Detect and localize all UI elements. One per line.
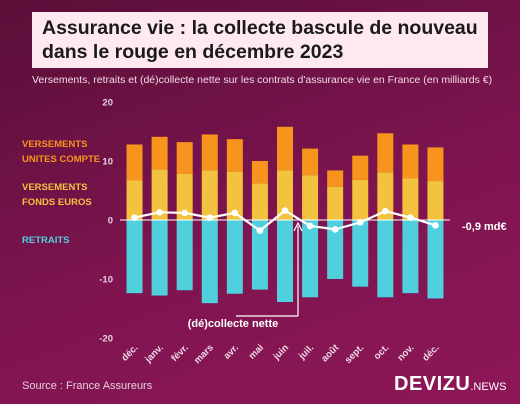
bar-fonds-euros <box>377 172 394 220</box>
x-tick-label: avr. <box>222 342 241 361</box>
bar-unites-compte <box>327 170 344 187</box>
bar-retraits <box>327 220 344 279</box>
net-point <box>181 209 188 217</box>
bar-unites-compte <box>377 133 394 173</box>
bar-unites-compte <box>151 136 168 170</box>
bar-fonds-euros <box>302 175 319 220</box>
bar-fonds-euros <box>226 171 243 220</box>
net-annotation-label: (dé)collecte nette <box>188 318 278 330</box>
x-tick-label: juin <box>271 342 292 363</box>
x-axis-labels: déc. janv. févr. mars avr. mai juin juil. août se… <box>119 342 441 366</box>
bar-unites-compte <box>352 155 369 180</box>
bar-fonds-euros <box>402 178 419 220</box>
bar-retraits <box>251 220 268 290</box>
net-point <box>382 207 389 215</box>
bar-unites-compte <box>302 148 319 176</box>
net-point <box>432 222 439 229</box>
bar-retraits <box>402 220 419 294</box>
x-tick-label: mars <box>192 342 216 366</box>
bar-unites-compte <box>251 161 268 184</box>
bar-unites-compte <box>201 134 218 171</box>
net-point <box>356 219 364 226</box>
net-point <box>281 207 289 214</box>
chart-title-line-1: Assurance vie : la collecte bascule de n… <box>42 17 478 39</box>
legend-fonds-euros: VERSEMENTS FONDS EUROS <box>22 180 92 210</box>
bar-unites-compte <box>402 144 419 179</box>
x-tick-label: oct. <box>372 342 392 362</box>
legend-unites-compte-line-1: VERSEMENTS <box>22 139 88 150</box>
net-point <box>306 222 314 230</box>
y-axis: -20 -10 0 10 20 <box>99 98 113 345</box>
bar-retraits <box>277 220 293 303</box>
bar-retraits <box>151 220 168 296</box>
bar-retraits <box>226 220 243 294</box>
x-tick-label: juil. <box>296 342 316 362</box>
y-tick-label: -10 <box>99 275 113 286</box>
x-tick-label: sept. <box>343 342 366 365</box>
bar-unites-compte <box>176 142 193 174</box>
legend-fonds-euros-line-1: VERSEMENTS <box>22 182 88 193</box>
net-point <box>256 227 264 234</box>
legend-fonds-euros-line-2: FONDS EUROS <box>22 197 92 208</box>
net-point <box>131 214 138 221</box>
final-net-value-label: -0,9 md€ <box>462 221 507 233</box>
chart-subtitle: Versements, retraits et (dé)collecte net… <box>32 74 493 86</box>
x-tick-label: mai <box>247 342 266 361</box>
bar-fonds-euros <box>251 183 268 220</box>
bar-unites-compte <box>277 126 293 171</box>
bar-fonds-euros <box>176 173 193 220</box>
net-point <box>331 226 339 233</box>
net-point <box>206 214 214 221</box>
bar-retraits <box>176 220 193 291</box>
bar-unites-compte <box>427 147 444 182</box>
bar-retraits <box>302 220 319 298</box>
x-tick-label: déc. <box>420 342 441 363</box>
title-box: Assurance vie : la collecte bascule de n… <box>32 12 488 68</box>
bar-fonds-euros <box>277 170 293 220</box>
x-tick-label: nov. <box>395 342 416 363</box>
x-tick-label: août <box>319 342 342 365</box>
source-note: Source : France Assureurs <box>22 380 153 392</box>
bar-retraits <box>427 220 444 299</box>
brand-logo: DEVIZU.NEWS <box>394 373 506 396</box>
bar-unites-compte <box>226 139 243 172</box>
bar-retraits <box>201 220 218 304</box>
bar-fonds-euros <box>427 181 444 220</box>
annotation-group: (dé)collecte nette <box>188 221 303 330</box>
x-tick-label: déc. <box>119 342 140 363</box>
net-annotation-arrowhead <box>293 221 303 232</box>
bar-fonds-euros <box>327 186 344 220</box>
bar-unites-compte <box>126 144 143 181</box>
bars-group <box>120 126 450 304</box>
y-tick-label: 0 <box>108 216 113 227</box>
y-tick-label: -20 <box>99 334 113 345</box>
legend-retraits: RETRAITS <box>22 235 70 246</box>
y-tick-label: 10 <box>102 157 113 168</box>
bar-fonds-euros <box>126 180 143 220</box>
x-tick-label: févr. <box>169 342 191 364</box>
bar-fonds-euros <box>151 169 168 220</box>
legend-unites-compte-line-2: UNITES COMPTE <box>22 154 101 165</box>
bar-retraits <box>352 220 369 287</box>
bar-fonds-euros <box>201 170 218 220</box>
brand-suffix: .NEWS <box>470 381 507 393</box>
net-point <box>156 209 163 216</box>
net-point <box>231 209 239 217</box>
legend-unites-compte: VERSEMENTS UNITES COMPTE <box>22 137 100 167</box>
bar-retraits <box>126 220 143 294</box>
chart-title-line-2: dans le rouge en décembre 2023 <box>42 41 344 63</box>
bar-fonds-euros <box>352 179 369 220</box>
bar-retraits <box>377 220 394 298</box>
net-line-group <box>131 207 439 234</box>
net-point <box>407 214 414 221</box>
x-tick-label: janv. <box>142 342 165 365</box>
y-tick-label: 20 <box>102 98 113 109</box>
brand-name: DEVIZU <box>394 373 471 395</box>
